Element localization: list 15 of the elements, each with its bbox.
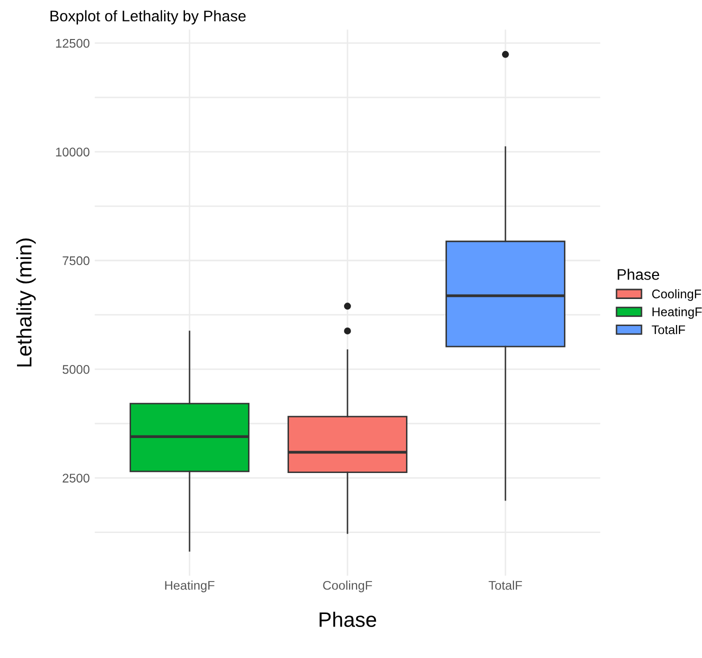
legend-label: TotalF — [652, 325, 686, 334]
y-tick-label: 5000 — [62, 365, 90, 374]
y-tick-label: 10000 — [56, 148, 90, 156]
y-tick-label: 2500 — [62, 474, 90, 483]
y-tick-label: 7500 — [62, 256, 90, 266]
legend-label: CoolingF — [652, 289, 702, 301]
legend-title: Phase — [618, 268, 660, 280]
legend-label: HeatingF — [652, 307, 702, 319]
x-tick-label: TotalF — [488, 580, 522, 590]
chart-title: Boxplot of Lethality by Phase — [50, 10, 246, 24]
y-axis-title: Lethality (min) — [16, 238, 36, 366]
y-tick-label: 12500 — [56, 38, 90, 48]
x-tick-label: CoolingF — [323, 580, 372, 592]
x-axis-title: Phase — [320, 612, 376, 628]
x-tick-label: HeatingF — [165, 580, 214, 592]
